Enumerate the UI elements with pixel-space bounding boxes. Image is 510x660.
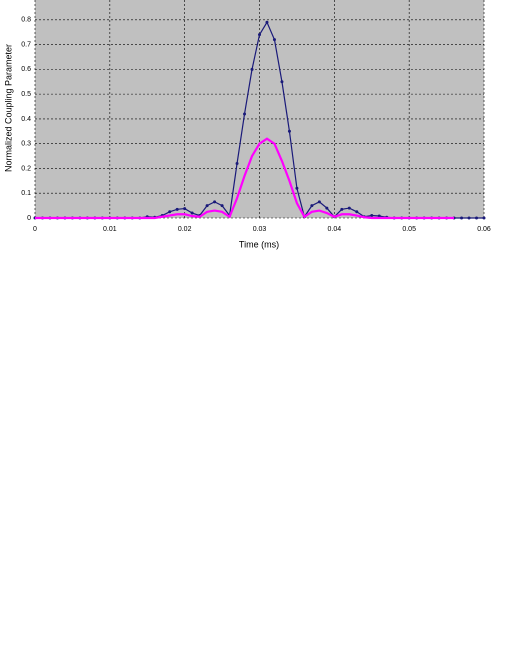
y-tick-label: 0.7 <box>21 41 31 48</box>
y-tick-label: 0.1 <box>21 190 31 197</box>
y-tick-label: 0.2 <box>21 165 31 172</box>
series-line <box>35 137 455 220</box>
x-tick-label: 0.01 <box>103 226 117 233</box>
marker <box>220 204 224 208</box>
marker <box>205 204 209 208</box>
x-tick-label: 0.03 <box>253 226 267 233</box>
x-tick-label: 0.06 <box>477 226 491 233</box>
marker <box>377 214 381 218</box>
marker <box>168 210 172 214</box>
marker <box>258 33 261 37</box>
y-tick-label: 0 <box>27 215 31 222</box>
y-tick-label: 0.4 <box>21 116 31 123</box>
y-axis-label: Normalized Coupling Parameter <box>3 44 13 172</box>
marker <box>280 80 284 84</box>
marker <box>287 129 291 133</box>
marker <box>467 216 471 220</box>
marker <box>190 211 194 215</box>
x-tick-label: 0.02 <box>178 226 192 233</box>
marker <box>460 216 464 220</box>
x-tick-label: 0.05 <box>402 226 416 233</box>
y-tick-label: 0.6 <box>21 66 31 73</box>
y-tick-label: 0.3 <box>21 141 31 148</box>
marker <box>272 38 276 42</box>
x-tick-label: 0 <box>33 226 37 233</box>
marker <box>325 206 329 210</box>
marker <box>347 206 351 210</box>
marker <box>340 207 344 211</box>
marker <box>235 162 239 165</box>
marker <box>482 216 486 220</box>
marker <box>475 216 479 220</box>
marker <box>175 207 179 211</box>
marker <box>317 200 321 204</box>
y-tick-label: 0.5 <box>21 91 31 98</box>
marker <box>370 214 374 218</box>
y-tick-label: 0.8 <box>21 17 31 24</box>
marker <box>213 200 217 204</box>
x-tick-label: 0.04 <box>328 226 342 233</box>
marker <box>183 207 187 211</box>
marker <box>250 67 254 71</box>
marker <box>310 204 314 208</box>
x-axis-label: Time (ms) <box>239 239 279 249</box>
marker <box>265 20 269 24</box>
marker <box>355 210 359 214</box>
marker <box>243 112 247 116</box>
marker <box>295 186 299 190</box>
